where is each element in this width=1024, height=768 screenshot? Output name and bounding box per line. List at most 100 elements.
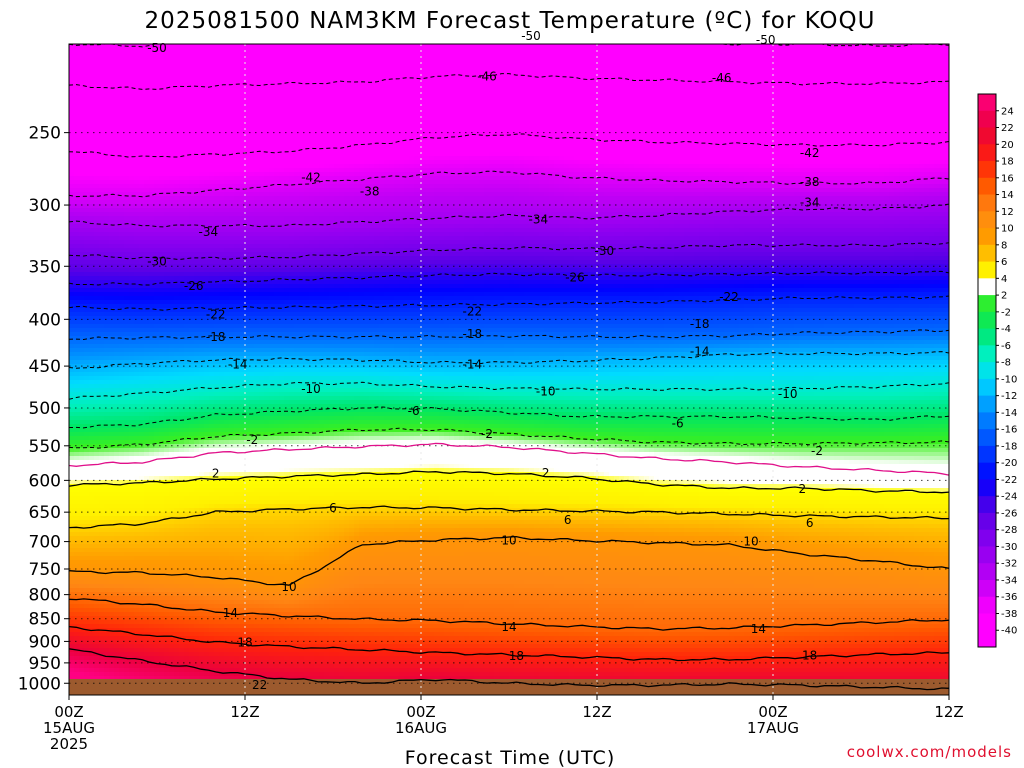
colorbar-swatch (978, 613, 996, 631)
x-tick-label: 12Z (582, 703, 611, 721)
y-tick-label: 550 (29, 437, 61, 457)
contour-line (69, 406, 949, 429)
colorbar-tick-label: -40 (1001, 626, 1017, 637)
contour-line (69, 329, 949, 341)
colorbar-tick-label: -14 (1001, 408, 1017, 419)
y-tick-label: 400 (29, 310, 61, 330)
colorbar-tick-label: -8 (1001, 358, 1011, 369)
colorbar-tick-label: 14 (1001, 190, 1014, 201)
colorbar-tick-label: -30 (1001, 542, 1017, 553)
contour-line (69, 535, 949, 586)
contour-labels: -50-50 -50-46 -46-42-42-38-38-34-34-34-30-… (147, 29, 823, 692)
colorbar-swatch (978, 546, 996, 564)
y-tick-label: 1000 (18, 674, 61, 694)
contour-label: -22 (463, 304, 483, 318)
contour-label: -22 (206, 307, 226, 321)
contour-label: -14 (228, 357, 248, 371)
contour-label: -30 (147, 255, 167, 269)
colorbar-tick-label: -20 (1001, 458, 1017, 469)
contour-label: 22 (252, 678, 267, 692)
colorbar-tick-label: 22 (1001, 123, 1014, 134)
contour-line (69, 203, 949, 228)
colorbar-tick-label: -22 (1001, 475, 1017, 486)
contour-label: -6 (672, 417, 684, 431)
colorbar-tick-label: -34 (1001, 575, 1017, 586)
colorbar-tick-label: 8 (1001, 240, 1007, 251)
colorbar-tick-label: -2 (1001, 307, 1011, 318)
y-tick-label: 700 (29, 533, 61, 553)
contour-label: -18 (690, 317, 710, 331)
x-tick-label: 12Z (934, 703, 963, 721)
x-tick-label: 17AUG (747, 719, 799, 737)
colorbar-swatch (978, 378, 996, 397)
contour-label: 10 (281, 580, 296, 594)
contour-label: -50 (756, 33, 776, 47)
colorbar-tick-label: -26 (1001, 508, 1017, 519)
colorbar-tick-label: -6 (1001, 341, 1011, 352)
colorbar-swatch (978, 244, 996, 263)
contour-label: 14 (223, 606, 238, 620)
x-axis-label: Forecast Time (UTC) (405, 747, 615, 768)
y-tick-label: 600 (29, 471, 61, 491)
contour-label: -18 (206, 330, 226, 344)
contour-label: -14 (463, 357, 483, 371)
colorbar-swatch (978, 94, 996, 112)
contour-label: 18 (802, 648, 817, 662)
colorbar-tick-label: -12 (1001, 391, 1017, 402)
contour-line (69, 505, 949, 529)
contour-label: -42 (301, 171, 321, 185)
colorbar-swatch (978, 211, 996, 229)
colorbar-swatch (978, 328, 996, 346)
y-tick-label: 800 (29, 586, 61, 606)
contour-line (69, 133, 949, 158)
y-tick-label: 750 (29, 560, 61, 580)
colorbar-tick-label: 24 (1001, 106, 1014, 117)
colorbar-tick-label: 20 (1001, 140, 1014, 151)
contour-line (69, 270, 949, 286)
colorbar-tick-label: -18 (1001, 441, 1017, 452)
credit-text: coolwx.com/models (847, 743, 1012, 761)
contour-label: 10 (501, 533, 516, 547)
colorbar-swatch (978, 144, 996, 162)
contour-label: -2 (811, 444, 823, 458)
colorbar-tick-label: 18 (1001, 157, 1014, 168)
contour-label: -10 (536, 385, 556, 399)
y-tick-label: 350 (29, 257, 61, 277)
colorbar-swatch (978, 395, 996, 413)
x-tick-label: 00Z (54, 703, 83, 721)
contour-label: -10 (301, 382, 321, 396)
colorbar-swatch (978, 161, 996, 179)
colorbar-swatch (978, 529, 996, 547)
colorbar-frame (977, 93, 997, 648)
colorbar-swatch (978, 412, 996, 430)
contour-line (69, 381, 949, 400)
x-tick-label: 2025 (50, 735, 88, 753)
colorbar-swatch (978, 177, 996, 196)
contour-label: -34 (199, 225, 219, 239)
colorbar-swatch (978, 127, 996, 145)
colorbar-swatch (978, 278, 996, 296)
contour-label: 2 (542, 466, 550, 480)
colorbar-tick-label: -28 (1001, 525, 1017, 536)
contour-line (69, 470, 949, 494)
colorbar-tick-label: -10 (1001, 374, 1017, 385)
contour-label: -22 (719, 290, 739, 304)
y-axis: 2503003504004505005506006507007508008509… (18, 124, 69, 694)
plot-frame (68, 43, 950, 696)
contour-line (69, 242, 949, 261)
colorbar-tick-label: -32 (1001, 559, 1017, 570)
colorbar: 24 22 20 18 16 14 12 10 8 6 4 2 -2 -4 -6 -8 -10 -12 -14 -16… (977, 93, 1017, 648)
contour-label: -46 (477, 69, 497, 83)
contour-line (69, 598, 949, 631)
colorbar-tick-label: -4 (1001, 324, 1011, 335)
colorbar-swatch (978, 228, 996, 246)
contour-label: 6 (329, 501, 337, 515)
x-tick-label: 16AUG (395, 719, 447, 737)
colorbar-swatch (978, 110, 996, 129)
colorbar-swatch (978, 496, 996, 514)
contour-line (69, 442, 949, 476)
colorbar-swatch (978, 479, 996, 497)
y-tick-label: 900 (29, 632, 61, 652)
contour-label: 18 (237, 635, 252, 649)
